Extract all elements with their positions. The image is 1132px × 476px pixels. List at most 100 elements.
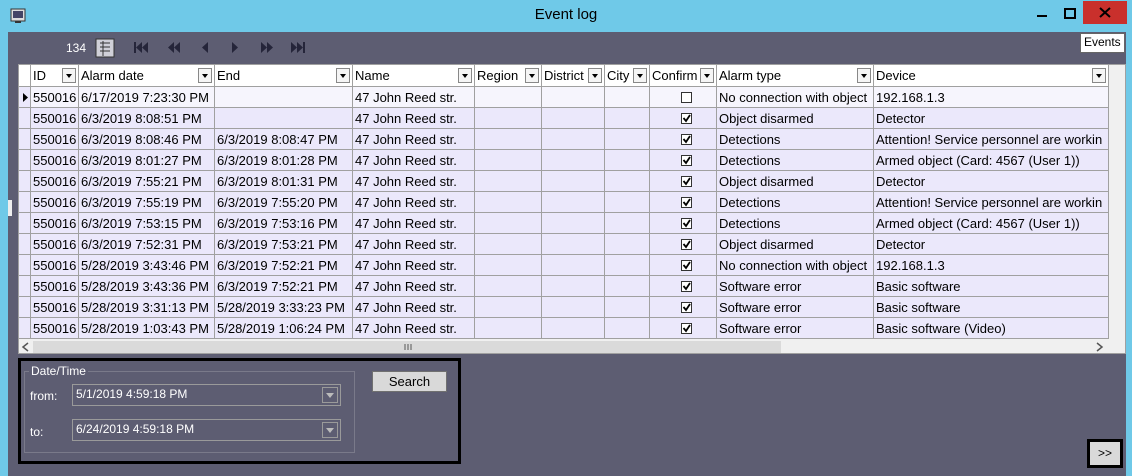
row-indicator [19, 171, 31, 192]
confirm-checkbox [650, 87, 717, 108]
close-button[interactable] [1083, 1, 1127, 24]
table-cell: Basic software [874, 297, 1109, 318]
table-cell: 6/3/2019 7:52:31 PM [79, 234, 215, 255]
table-cell: Object disarmed [717, 171, 874, 192]
table-cell: 47 John Reed str. [353, 150, 475, 171]
table-cell: 47 John Reed str. [353, 192, 475, 213]
table-cell: 6/3/2019 7:55:21 PM [79, 171, 215, 192]
from-label: from: [30, 389, 58, 403]
table-cell [475, 318, 542, 339]
table-cell: Object disarmed [717, 234, 874, 255]
filter-dropdown [525, 68, 539, 83]
table-cell: Detector [874, 108, 1109, 129]
table-cell: 6/3/2019 8:01:27 PM [79, 150, 215, 171]
window-title: Event log [534, 6, 598, 23]
table-cell [475, 108, 542, 129]
filter-dropdown [458, 68, 472, 83]
table-cell: Basic software (Video) [874, 318, 1109, 339]
table-cell: 550016 [31, 108, 79, 129]
table-cell: 47 John Reed str. [353, 213, 475, 234]
minimize-button[interactable] [1027, 3, 1057, 24]
table-cell: Armed object (Card: 4567 (User 1)) [874, 150, 1109, 171]
to-input[interactable]: 6/24/2019 4:59:18 PM [72, 419, 341, 441]
table-cell [475, 150, 542, 171]
confirm-checkbox [650, 297, 717, 318]
table-cell: 550016 [31, 192, 79, 213]
table-cell: 47 John Reed str. [353, 171, 475, 192]
horizontal-scrollbar[interactable] [19, 339, 1109, 353]
splitter-handle[interactable] [8, 200, 12, 216]
row-indicator-header [19, 65, 31, 87]
table-cell: Software error [717, 318, 874, 339]
table-cell: 6/3/2019 7:53:15 PM [79, 213, 215, 234]
table-cell [475, 213, 542, 234]
table-cell [605, 297, 650, 318]
filter-dropdown [1092, 68, 1106, 83]
table-cell [605, 318, 650, 339]
column-header[interactable]: Alarm type [717, 65, 874, 87]
table-cell: 5/28/2019 3:33:23 PM [215, 297, 353, 318]
group-title: Date/Time [29, 364, 88, 378]
table-cell: 550016 [31, 213, 79, 234]
maximize-button[interactable] [1057, 3, 1083, 24]
table-cell [542, 234, 605, 255]
table-cell [475, 192, 542, 213]
to-dropdown[interactable] [322, 422, 338, 438]
table-cell [542, 87, 605, 108]
confirm-checkbox [650, 234, 717, 255]
table-cell: 550016 [31, 87, 79, 108]
table-cell: No connection with object [717, 255, 874, 276]
column-header-label: District [544, 68, 584, 83]
table-cell: 6/17/2019 7:23:30 PM [79, 87, 215, 108]
column-header-label: Alarm date [81, 68, 144, 83]
table-cell: Detections [717, 213, 874, 234]
column-header[interactable]: City [605, 65, 650, 87]
table-cell [475, 255, 542, 276]
table-cell: 5/28/2019 3:43:46 PM [79, 255, 215, 276]
confirm-checkbox [650, 318, 717, 339]
column-header[interactable]: Alarm date [79, 65, 215, 87]
table-cell [605, 171, 650, 192]
table-cell: 6/3/2019 8:01:31 PM [215, 171, 353, 192]
table-cell [605, 213, 650, 234]
column-header[interactable]: ID [31, 65, 79, 87]
confirm-checkbox [650, 108, 717, 129]
column-header[interactable]: End [215, 65, 353, 87]
table-cell: Detector [874, 171, 1109, 192]
table-cell: Detector [874, 234, 1109, 255]
column-header[interactable]: Region [475, 65, 542, 87]
column-header-label: End [217, 68, 241, 83]
table-cell [542, 297, 605, 318]
table-cell [542, 213, 605, 234]
table-cell [475, 87, 542, 108]
table-cell: 6/3/2019 7:52:21 PM [215, 255, 353, 276]
column-header[interactable]: Device [874, 65, 1109, 87]
row-indicator [19, 87, 31, 108]
column-header[interactable]: Confirm [650, 65, 717, 87]
expand-button[interactable]: >> [1087, 439, 1123, 468]
navigation-buttons[interactable] [132, 40, 312, 56]
from-input[interactable]: 5/1/2019 4:59:18 PM [72, 384, 341, 406]
table-cell: Software error [717, 297, 874, 318]
column-header[interactable]: District [542, 65, 605, 87]
filter-dropdown [700, 68, 714, 83]
table-cell: 550016 [31, 234, 79, 255]
filter-dropdown [336, 68, 350, 83]
column-header-label: ID [33, 68, 46, 83]
filter-panel [18, 358, 461, 464]
search-button[interactable]: Search [372, 371, 447, 392]
table-cell [542, 150, 605, 171]
table-cell: 47 John Reed str. [353, 297, 475, 318]
grid-icon[interactable] [95, 38, 115, 58]
table-cell: 6/3/2019 7:52:21 PM [215, 276, 353, 297]
table-cell: Object disarmed [717, 108, 874, 129]
table-cell [542, 129, 605, 150]
table-cell [215, 87, 353, 108]
table-cell [542, 192, 605, 213]
table-cell [542, 108, 605, 129]
column-header[interactable]: Name [353, 65, 475, 87]
table-cell: 6/3/2019 8:01:28 PM [215, 150, 353, 171]
table-cell: Basic software [874, 276, 1109, 297]
from-dropdown[interactable] [322, 387, 338, 403]
